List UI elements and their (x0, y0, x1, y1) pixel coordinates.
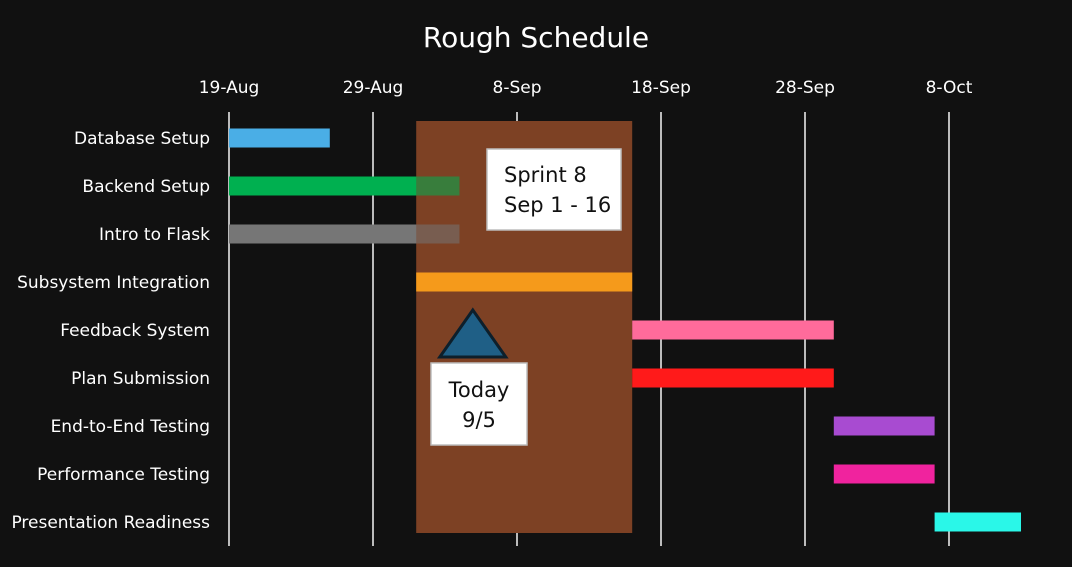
task-bar (934, 512, 1021, 532)
x-tick-label: 28-Sep (775, 78, 835, 98)
sprint-label-line2: Sep 1 - 16 (504, 193, 611, 217)
chart-title: Rough Schedule (423, 21, 649, 54)
task-bar (632, 368, 834, 388)
x-tick-label: 18-Sep (631, 78, 691, 98)
task-labels: Database Setup Backend Setup Intro to Flas… (11, 129, 210, 533)
task-label: Feedback System (60, 321, 210, 341)
x-tick-label: 8-Oct (926, 78, 973, 98)
x-tick-label: 8-Sep (493, 78, 542, 98)
task-bar (833, 464, 935, 484)
today-label-line1: Today (448, 378, 510, 402)
x-tick-label: 29-Aug (343, 78, 404, 98)
task-label: Performance Testing (37, 465, 210, 485)
task-label: Database Setup (74, 129, 210, 149)
today-label-bg (430, 362, 528, 446)
today-marker-icon (436, 307, 509, 359)
annotations: Sprint 8 Sep 1 - 16 Today 9/5 (430, 148, 622, 446)
task-bars (229, 128, 1021, 532)
task-label: Intro to Flask (99, 225, 210, 245)
today-label-line2: 9/5 (462, 408, 496, 432)
sprint-label-bg (486, 148, 622, 231)
today-label-box: Today 9/5 (430, 362, 528, 446)
task-bar (229, 224, 460, 244)
x-tick-labels: 19-Aug 29-Aug 8-Sep 18-Sep 28-Sep 8-Oct (199, 78, 973, 98)
x-tick-label: 19-Aug (199, 78, 260, 98)
task-label: End-to-End Testing (51, 417, 210, 437)
task-bar (833, 416, 935, 436)
sprint-label-line1: Sprint 8 (504, 163, 587, 187)
task-bar (632, 320, 834, 340)
task-label: Plan Submission (71, 369, 210, 389)
sprint-label-box: Sprint 8 Sep 1 - 16 (486, 148, 622, 231)
task-bar (416, 272, 633, 292)
task-bar-overlap (416, 224, 460, 244)
task-bar (229, 176, 460, 196)
task-label: Backend Setup (82, 177, 210, 197)
task-bar (229, 128, 330, 148)
task-label: Subsystem Integration (17, 273, 210, 293)
task-bar-overlap (416, 176, 460, 196)
task-label: Presentation Readiness (11, 513, 210, 533)
